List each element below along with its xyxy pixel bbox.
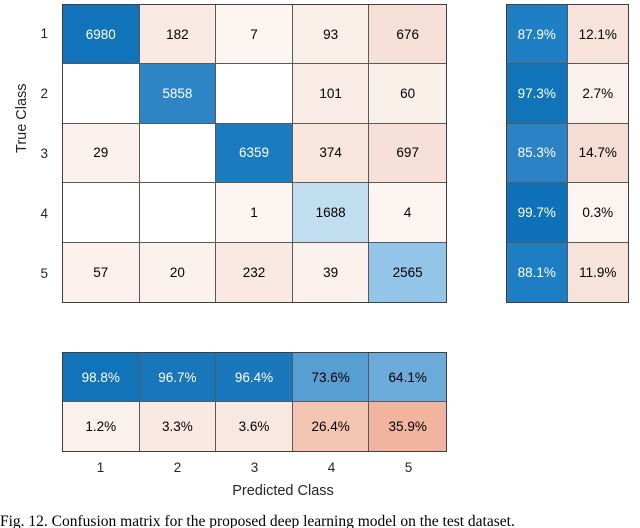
- matrix-cell: 2565: [369, 242, 446, 302]
- row-summary-cell: 0.3%: [567, 183, 628, 243]
- matrix-cell: [63, 64, 140, 124]
- row-summary-cell: 12.1%: [567, 5, 628, 65]
- x-axis-ticks: 1 2 3 4 5: [62, 456, 447, 478]
- x-axis-label: Predicted Class: [232, 483, 334, 499]
- matrix-cell: [216, 64, 293, 124]
- matrix-cell: [139, 183, 217, 243]
- matrix-cell: 1: [216, 183, 293, 243]
- row-summary-cell: 88.1%: [507, 242, 568, 302]
- matrix-cell: 7: [216, 5, 293, 65]
- column-summary-cell: 96.4%: [216, 353, 293, 402]
- y-tick-label: 4: [40, 205, 48, 221]
- figure-caption: Fig. 12. Confusion matrix for the propos…: [0, 513, 515, 528]
- matrix-cell: 93: [292, 5, 370, 65]
- matrix-cell: 697: [369, 123, 446, 184]
- x-tick-label: 3: [250, 459, 259, 475]
- matrix-cell: 4: [369, 183, 446, 243]
- row-summary-cell: 97.3%: [507, 64, 568, 124]
- matrix-cell: 676: [369, 5, 446, 65]
- row-summary-cell: 2.7%: [567, 64, 628, 124]
- matrix-cell: 57: [63, 242, 140, 302]
- column-summary-cell: 64.1%: [369, 353, 446, 402]
- matrix-cell: 6980: [63, 5, 140, 65]
- row-summary-cell: 85.3%: [507, 123, 568, 184]
- matrix-cell: 60: [369, 64, 446, 124]
- row-summary-cell: 87.9%: [507, 5, 568, 65]
- y-tick-label: 3: [40, 145, 48, 161]
- matrix-cell: [139, 123, 217, 184]
- row-summary-cell: 14.7%: [567, 123, 628, 184]
- matrix-cell: 232: [216, 242, 293, 302]
- y-tick-label: 1: [40, 26, 48, 42]
- y-axis-ticks: 1 2 3 4 5: [0, 4, 54, 303]
- column-summary-cell: 98.8%: [63, 353, 140, 402]
- x-tick-label: 5: [404, 459, 413, 475]
- column-summary-cell: 3.6%: [216, 402, 293, 451]
- row-summary-cell: 11.9%: [567, 242, 628, 302]
- matrix-cell: 6359: [216, 123, 293, 184]
- matrix-cell: 182: [139, 5, 217, 65]
- x-tick-label: 2: [173, 459, 182, 475]
- column-summary-grid: 98.8% 96.7% 96.4% 73.6% 64.1% 1.2% 3.3% 3.6% 26.…: [62, 352, 447, 452]
- row-summary-cell: 99.7%: [507, 183, 568, 243]
- column-summary-cell: 73.6%: [292, 353, 370, 402]
- matrix-cell: 29: [63, 123, 140, 184]
- matrix-cell: 1688: [292, 183, 370, 243]
- matrix-cell: [63, 183, 140, 243]
- matrix-cell: 5858: [139, 64, 217, 124]
- x-tick-label: 1: [96, 459, 105, 475]
- matrix-cell: 39: [292, 242, 370, 302]
- matrix-cell: 374: [292, 123, 370, 184]
- matrix-cell: 20: [139, 242, 217, 302]
- column-summary-cell: 35.9%: [369, 402, 446, 451]
- x-tick-label: 4: [327, 459, 336, 475]
- column-summary-cell: 96.7%: [139, 353, 217, 402]
- y-tick-label: 5: [40, 265, 48, 281]
- confusion-matrix-grid: 6980 182 7 93 676 5858 101 60 29 6359 374 697 1 1688 4…: [62, 4, 447, 303]
- column-summary-cell: 3.3%: [139, 402, 217, 451]
- column-summary-cell: 26.4%: [292, 402, 370, 451]
- row-summary-grid: 87.9% 12.1% 97.3% 2.7% 85.3% 14.7% 99.7% 0.3% 88…: [506, 4, 629, 303]
- y-tick-label: 2: [40, 86, 48, 102]
- column-summary-cell: 1.2%: [63, 402, 140, 451]
- matrix-cell: 101: [292, 64, 370, 124]
